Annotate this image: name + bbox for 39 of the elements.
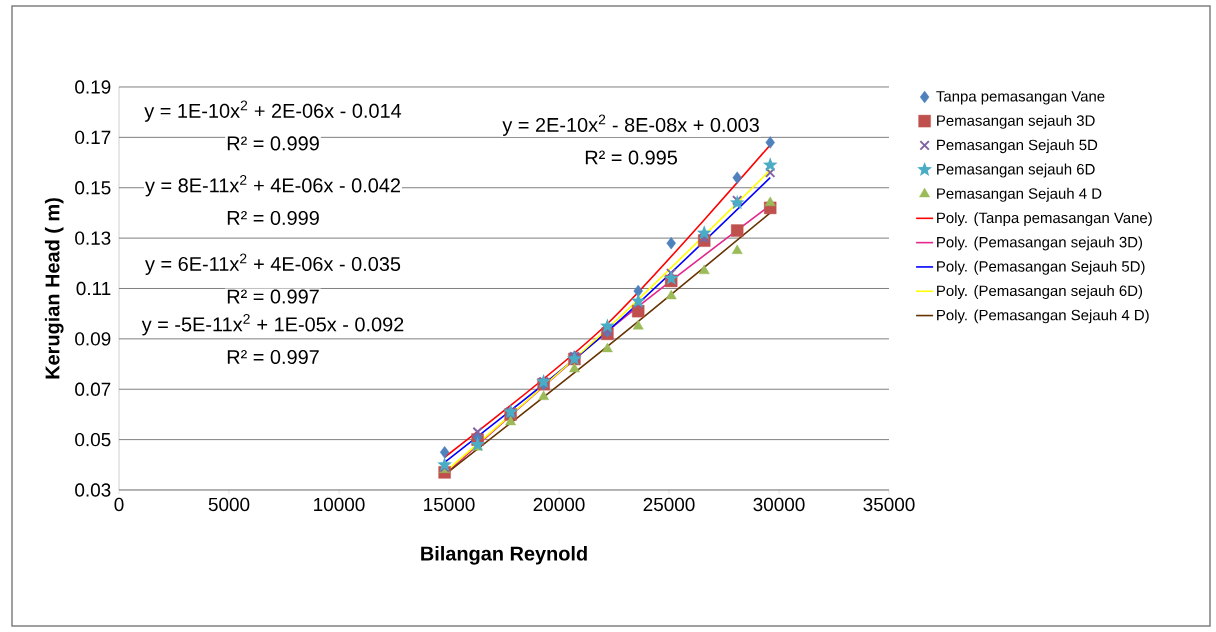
x-tick-label: 35000 (863, 497, 915, 512)
x-axis-title: Bilangan Reynold (421, 546, 587, 565)
annotation: y = 8E-11x$^{2}$ + 4E-06x - 0.042 (145, 175, 400, 197)
x-tick-label: 0 (114, 497, 124, 512)
annotation: R² = 0.997 (227, 289, 319, 304)
annotation: R² = 0.997 (227, 349, 319, 365)
y-tick-label: 0.07 (75, 382, 111, 396)
annotation: R² = 0.999 (227, 136, 319, 151)
legend-label: Tanpa pemasangan Vane (936, 91, 1105, 105)
y-axis-title: Kerugian Head ( m) (44, 198, 64, 379)
legend-label: Poly. (Pemasangan Sejauh 5D) (937, 260, 1145, 275)
y-tick-label: 0.17 (75, 130, 111, 145)
legend-label: Poly. (Pemasangan Sejauh 4 D) (937, 309, 1149, 324)
x-tick-label: 25000 (643, 497, 695, 512)
annotation: y = 1E-10x$^{2}$ + 2E-06x - 0.014 (144, 100, 402, 122)
y-tick-label: 0.19 (75, 80, 111, 94)
legend-label: Pemasangan sejauh 3D (937, 114, 1095, 129)
x-tick-label: 20000 (533, 497, 585, 512)
x-tick-label: 15000 (424, 497, 475, 512)
x-tick-label: 10000 (314, 497, 365, 512)
y-tick-label: 0.15 (75, 181, 111, 195)
legend-label: Pemasangan Sejauh 5D (937, 139, 1098, 154)
legend-label: Pemasangan sejauh 6D (937, 163, 1095, 178)
y-tick-label: 0.03 (75, 483, 111, 497)
annotation: R² = 0.995 (585, 150, 677, 165)
y-tick-label: 0.05 (75, 432, 111, 447)
annotation: y = 2E-10x$^{2}$ - 8E-08x + 0.003 (502, 114, 759, 136)
x-tick-label: 30000 (753, 497, 805, 512)
legend-label: Poly. (Tanpa pemasangan Vane) (937, 212, 1152, 227)
y-tick-label: 0.13 (75, 231, 111, 245)
annotation: R² = 0.999 (227, 210, 319, 226)
legend-label: Pemasangan Sejauh 4 D (937, 187, 1102, 202)
annotation: y = -5E-11x$^{2}$ + 1E-05x - 0.092 (141, 314, 404, 336)
x-tick-label: 5000 (208, 497, 250, 512)
y-tick-label: 0.11 (76, 281, 111, 296)
y-tick-label: 0.09 (75, 332, 111, 346)
legend-label: Poly. (Pemasangan sejauh 3D) (937, 236, 1143, 251)
legend-label: Poly. (Pemasangan sejauh 6D) (937, 285, 1143, 300)
annotation: y = 6E-11x$^{2}$ + 4E-06x - 0.035 (145, 253, 401, 275)
